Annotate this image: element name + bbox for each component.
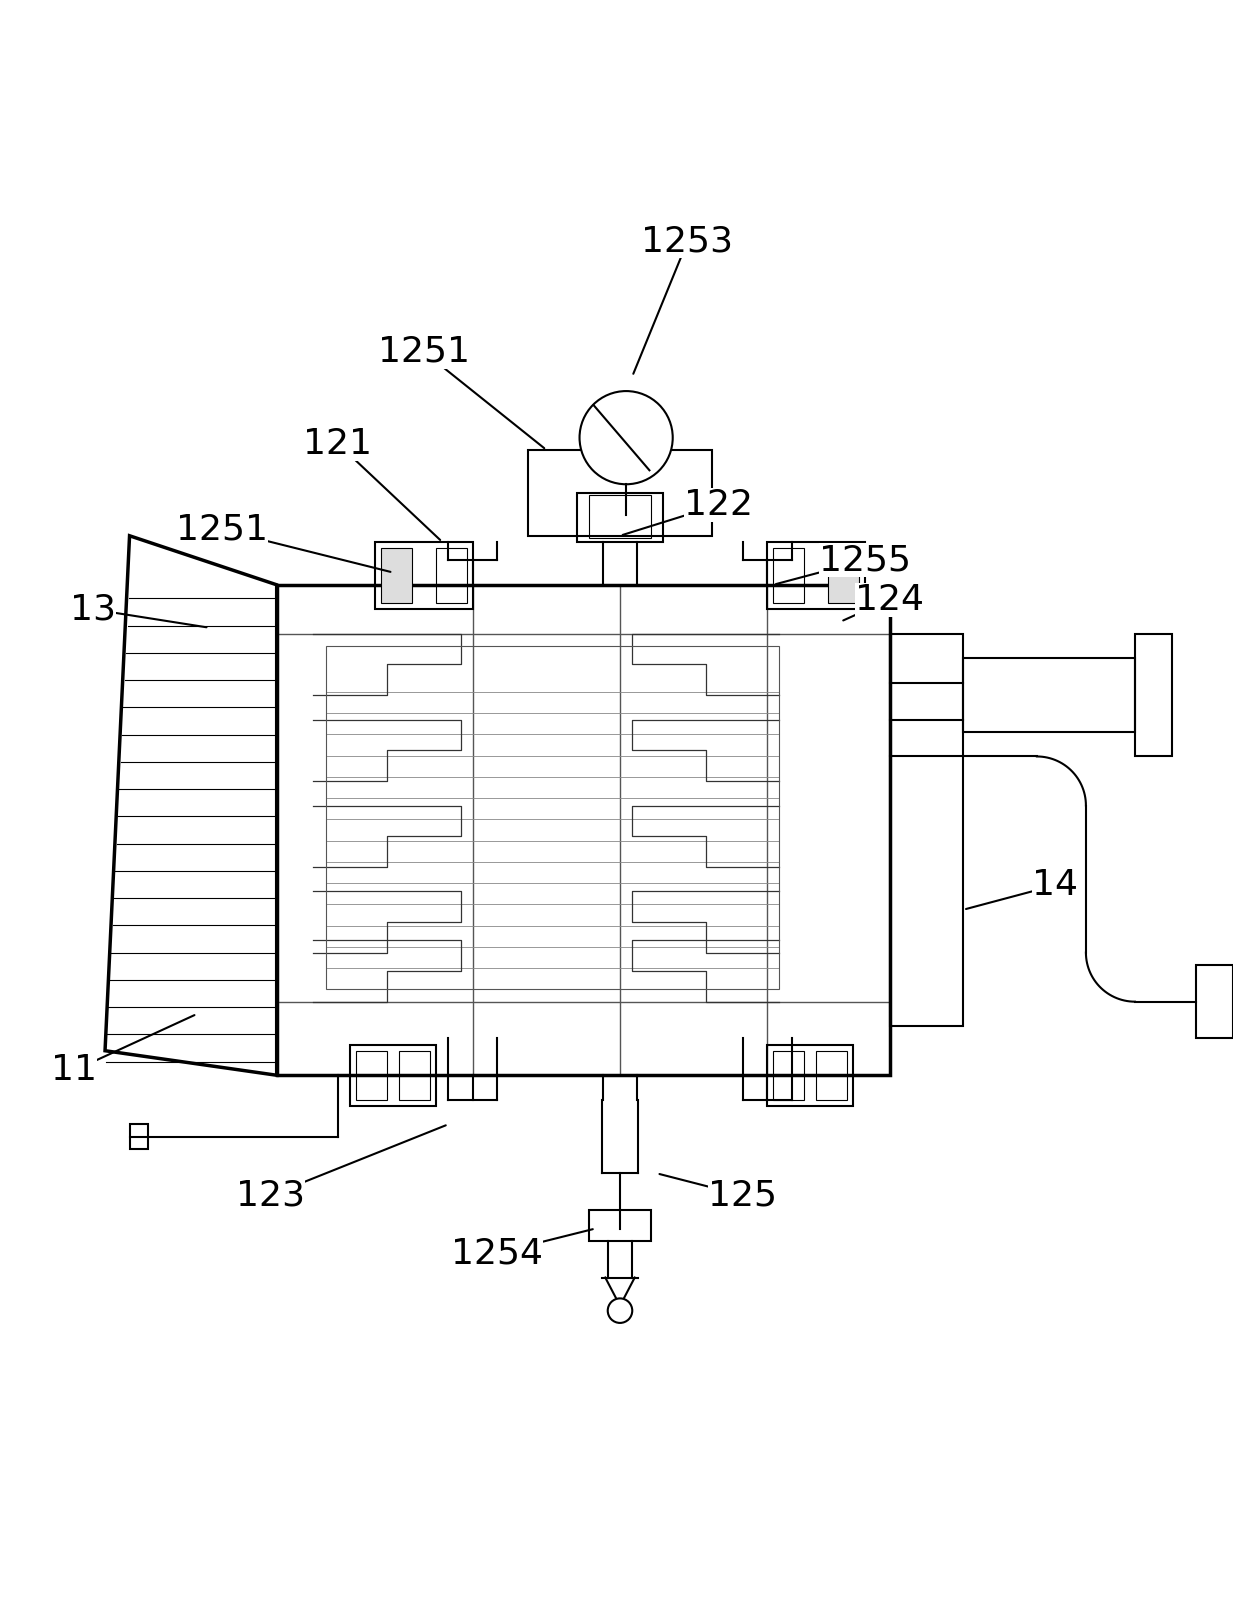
Polygon shape: [105, 536, 277, 1075]
Bar: [577, 493, 663, 541]
Text: 122: 122: [683, 488, 753, 522]
Text: 125: 125: [708, 1178, 777, 1213]
Text: 1254: 1254: [451, 1236, 543, 1269]
Text: 1251: 1251: [378, 335, 470, 369]
Text: 13: 13: [69, 593, 115, 627]
Bar: [1135, 633, 1172, 757]
Text: 1251: 1251: [378, 335, 470, 369]
Bar: [326, 646, 780, 989]
Text: 1254: 1254: [451, 1236, 543, 1269]
Bar: [436, 548, 466, 603]
Text: 121: 121: [304, 427, 372, 461]
Bar: [768, 1044, 853, 1105]
Bar: [768, 541, 866, 609]
Circle shape: [579, 391, 673, 485]
Bar: [129, 1124, 148, 1149]
Bar: [374, 541, 472, 609]
Bar: [963, 659, 1135, 731]
Text: 124: 124: [856, 583, 924, 617]
Bar: [828, 548, 859, 603]
Bar: [356, 1050, 387, 1100]
Text: 1251: 1251: [176, 512, 268, 546]
Text: 123: 123: [236, 1178, 305, 1213]
Bar: [774, 1050, 804, 1100]
Text: 1253: 1253: [641, 224, 733, 258]
Text: 125: 125: [708, 1178, 777, 1213]
Bar: [890, 633, 963, 1026]
Text: 123: 123: [236, 1178, 305, 1213]
Bar: [381, 548, 412, 603]
Text: 13: 13: [69, 593, 115, 627]
Text: 1255: 1255: [820, 543, 911, 577]
Bar: [1197, 965, 1233, 1039]
Bar: [277, 585, 890, 1075]
Text: 11: 11: [51, 1054, 98, 1087]
Text: 1251: 1251: [176, 512, 268, 546]
Text: 1253: 1253: [641, 224, 733, 258]
Bar: [774, 548, 804, 603]
Text: 121: 121: [304, 427, 372, 461]
Bar: [589, 495, 651, 538]
Bar: [589, 1210, 651, 1240]
Bar: [528, 449, 712, 536]
Text: 11: 11: [51, 1054, 98, 1087]
Bar: [350, 1044, 436, 1105]
Text: 14: 14: [1032, 868, 1079, 902]
Text: 14: 14: [1032, 868, 1079, 902]
Circle shape: [608, 1298, 632, 1323]
Bar: [816, 1050, 847, 1100]
Text: 122: 122: [683, 488, 753, 522]
Bar: [399, 1050, 430, 1100]
Text: 124: 124: [856, 583, 924, 617]
Text: 1255: 1255: [820, 543, 911, 577]
